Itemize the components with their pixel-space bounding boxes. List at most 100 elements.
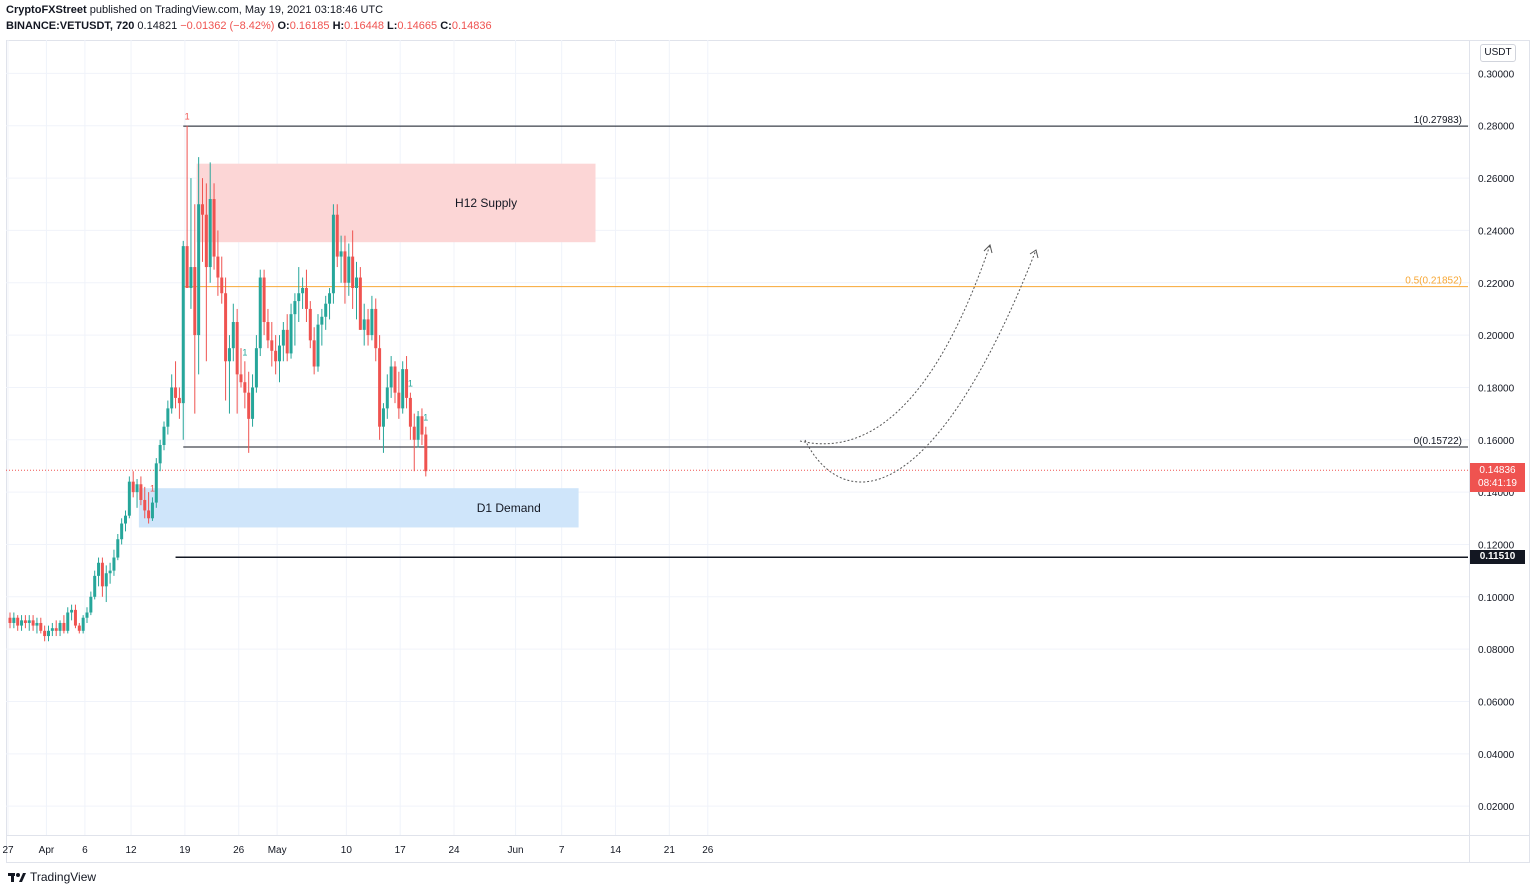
candle-body — [66, 612, 70, 631]
candle-body — [100, 562, 104, 587]
candle-body — [331, 214, 335, 294]
x-tick-label: 24 — [448, 845, 460, 856]
bar-countdown: 08:41:19 — [1478, 478, 1517, 490]
candle-body — [324, 303, 328, 317]
y-tick-label: 0.14000 — [1478, 488, 1515, 499]
candle-body — [162, 426, 166, 446]
candle-body — [274, 350, 278, 362]
candle-body — [124, 515, 127, 524]
candle-body — [127, 481, 131, 516]
candle-body — [416, 416, 420, 440]
last-price: 0.14821 — [137, 20, 178, 32]
candle-body — [281, 329, 285, 346]
x-tick-label: 26 — [702, 845, 714, 856]
x-tick-label: 7 — [559, 845, 565, 856]
candle-body — [181, 246, 185, 404]
candle-body — [401, 369, 405, 409]
candle-body — [93, 575, 97, 597]
currency-selector[interactable]: USDT — [1480, 44, 1516, 62]
supply-zone — [196, 163, 596, 243]
candle-body — [31, 620, 35, 626]
projection-path-2 — [804, 249, 1037, 483]
candle-body — [405, 369, 409, 398]
x-tick-label: 26 — [233, 845, 245, 856]
author-name[interactable]: CryptoFXStreet — [6, 4, 87, 16]
candle-body — [135, 484, 139, 493]
candle-body — [89, 596, 93, 613]
candle-body — [347, 256, 351, 283]
candle-body — [297, 293, 301, 302]
candle-body — [339, 251, 343, 257]
tradingview-logo-text: TradingView — [30, 870, 97, 884]
close-label: C: — [440, 20, 452, 32]
y-tick-label: 0.16000 — [1478, 436, 1515, 447]
candle-body — [289, 314, 293, 354]
x-tick-label: 21 — [664, 845, 676, 856]
high-value: 0.16448 — [344, 20, 384, 32]
candle-body — [308, 308, 312, 341]
candle-body — [335, 214, 339, 257]
header-line-1: CryptoFXStreet published on TradingView.… — [6, 4, 383, 16]
candle-body — [73, 609, 77, 626]
candle-body — [50, 628, 54, 631]
candle-body — [362, 319, 366, 330]
candle-body — [262, 277, 266, 323]
candle-body — [258, 277, 262, 349]
candle-body — [285, 329, 289, 354]
y-tick-label: 0.26000 — [1478, 174, 1515, 185]
candle-body — [227, 348, 231, 362]
fib-level-1-label: 1(0.27983) — [1414, 115, 1462, 126]
y-tick-label: 0.28000 — [1478, 122, 1515, 133]
candle-body — [247, 392, 251, 419]
fib-level-0-label: 0(0.15722) — [1414, 436, 1462, 447]
signal-marker: 1 — [408, 379, 413, 389]
header-line-2: BINANCE:VETUSDT, 720 0.14821 −0.01362 (−… — [6, 20, 492, 32]
candle-body — [27, 620, 31, 623]
plot-frame — [6, 40, 1530, 863]
candle-body — [370, 308, 374, 336]
candle-body — [251, 387, 255, 419]
x-tick-label: 17 — [395, 845, 407, 856]
candle-body — [112, 557, 116, 571]
candle-body — [389, 366, 393, 388]
x-tick-label: 14 — [610, 845, 622, 856]
candle-body — [85, 612, 89, 618]
candle-body — [212, 199, 216, 257]
candle-body — [104, 573, 108, 587]
last-price-tag-value: 0.14836 — [1479, 465, 1516, 477]
candle-body — [254, 348, 258, 388]
candle-body — [293, 301, 297, 315]
low-label: L: — [387, 20, 398, 32]
x-tick-label: 6 — [82, 845, 88, 856]
tradingview-logo[interactable]: TradingView — [8, 870, 96, 884]
y-tick-label: 0.12000 — [1478, 540, 1515, 551]
x-tick-label: Jun — [507, 845, 523, 856]
candle-body — [378, 348, 382, 427]
candle-body — [235, 322, 239, 375]
symbol-name[interactable]: BINANCE:VETUSDT, 720 — [6, 20, 135, 32]
candle-body — [54, 628, 58, 631]
candle-body — [70, 609, 74, 613]
level-price-tag: 0.11510 — [1470, 550, 1525, 565]
candle-body — [408, 397, 412, 427]
candle-body — [393, 366, 397, 393]
y-tick-label: 0.18000 — [1478, 383, 1515, 394]
candle-body — [177, 397, 181, 404]
candle-body — [139, 484, 143, 500]
candle-body — [58, 622, 62, 631]
candle-body — [12, 617, 16, 623]
signal-marker: 1 — [185, 112, 190, 122]
y-tick-label: 0.24000 — [1478, 226, 1515, 237]
candle-body — [204, 214, 208, 268]
candle-body — [47, 630, 50, 637]
candle-body — [266, 322, 270, 341]
signal-marker: 1 — [150, 483, 155, 493]
candle-body — [412, 426, 416, 440]
candle-body — [197, 204, 201, 336]
y-tick-label: 0.30000 — [1478, 69, 1515, 80]
candle-body — [374, 308, 378, 349]
price-change: −0.01362 (−8.42%) — [180, 20, 275, 32]
candle-body — [312, 340, 316, 367]
candle-body — [131, 481, 135, 493]
